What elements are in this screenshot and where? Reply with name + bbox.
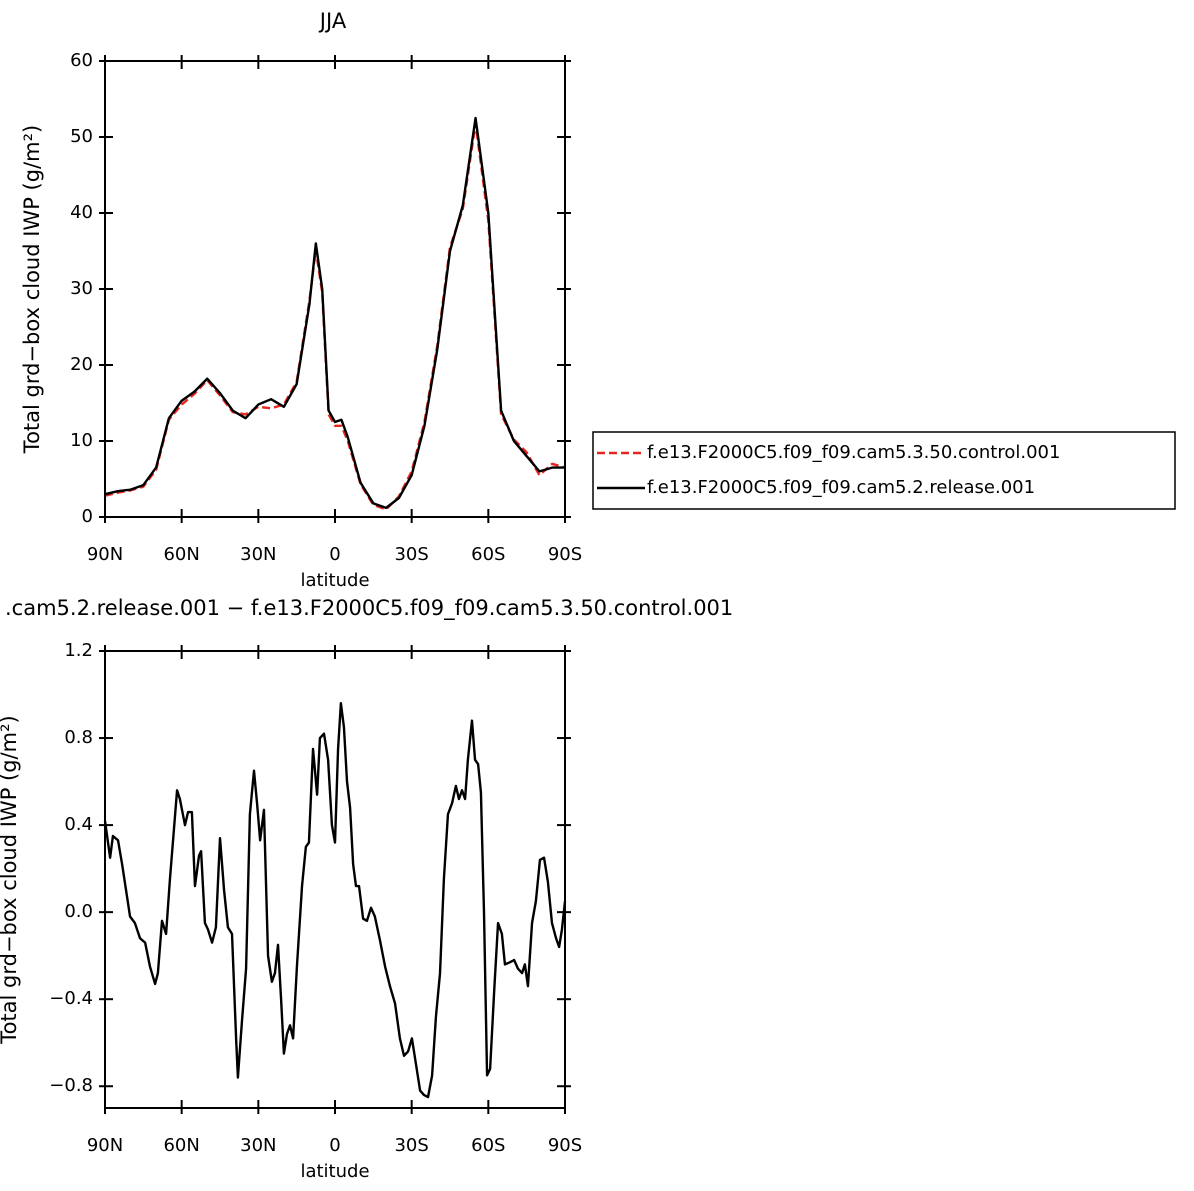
y-tick-label: −0.4: [49, 988, 93, 1009]
data-line: [104, 116, 565, 510]
legend-label: f.e13.F2000C5.f09_f09.cam5.3.50.control.…: [647, 442, 1060, 463]
x-tick-label: 60S: [471, 544, 505, 565]
y-axis-label: Total grd−box cloud IWP (g/m²): [0, 715, 21, 1044]
y-tick-label: 40: [70, 202, 93, 223]
x-tick-label: 90S: [548, 1135, 582, 1156]
x-tick-label: 0: [329, 544, 340, 565]
y-tick-label: 10: [70, 430, 93, 451]
x-axis-label: latitude: [300, 1161, 369, 1182]
y-tick-label: 30: [70, 278, 93, 299]
chart-title: JJA: [318, 9, 347, 33]
x-tick-label: 90N: [87, 544, 123, 565]
data-line: [103, 702, 567, 1099]
x-tick-label: 60N: [163, 1135, 199, 1156]
x-tick-label: 90S: [548, 544, 582, 565]
y-tick-label: 0: [82, 506, 93, 527]
x-tick-label: 30N: [240, 544, 276, 565]
x-tick-label: 60N: [163, 544, 199, 565]
y-tick-label: 0.0: [64, 901, 93, 922]
x-tick-label: 30S: [394, 1135, 428, 1156]
y-tick-label: 50: [70, 126, 93, 147]
y-tick-label: 1.2: [64, 640, 93, 661]
plot-frame: [104, 60, 566, 518]
chart-title: .cam5.2.release.001 − f.e13.F2000C5.f09_…: [5, 596, 733, 621]
y-tick-label: 20: [70, 354, 93, 375]
y-tick-label: 60: [70, 50, 93, 71]
legend-box: [592, 431, 1176, 510]
plot-frame: [104, 650, 566, 1109]
x-tick-label: 30N: [240, 1135, 276, 1156]
x-tick-label: 60S: [471, 1135, 505, 1156]
y-tick-label: −0.8: [49, 1075, 93, 1096]
legend-label: f.e13.F2000C5.f09_f09.cam5.2.release.001: [647, 477, 1035, 498]
y-tick-label: 0.8: [64, 727, 93, 748]
y-tick-label: 0.4: [64, 814, 93, 835]
y-axis-label: Total grd−box cloud IWP (g/m²): [20, 125, 44, 454]
x-tick-label: 90N: [87, 1135, 123, 1156]
x-tick-label: 30S: [394, 544, 428, 565]
x-tick-label: 0: [329, 1135, 340, 1156]
x-axis-label: latitude: [300, 570, 369, 591]
